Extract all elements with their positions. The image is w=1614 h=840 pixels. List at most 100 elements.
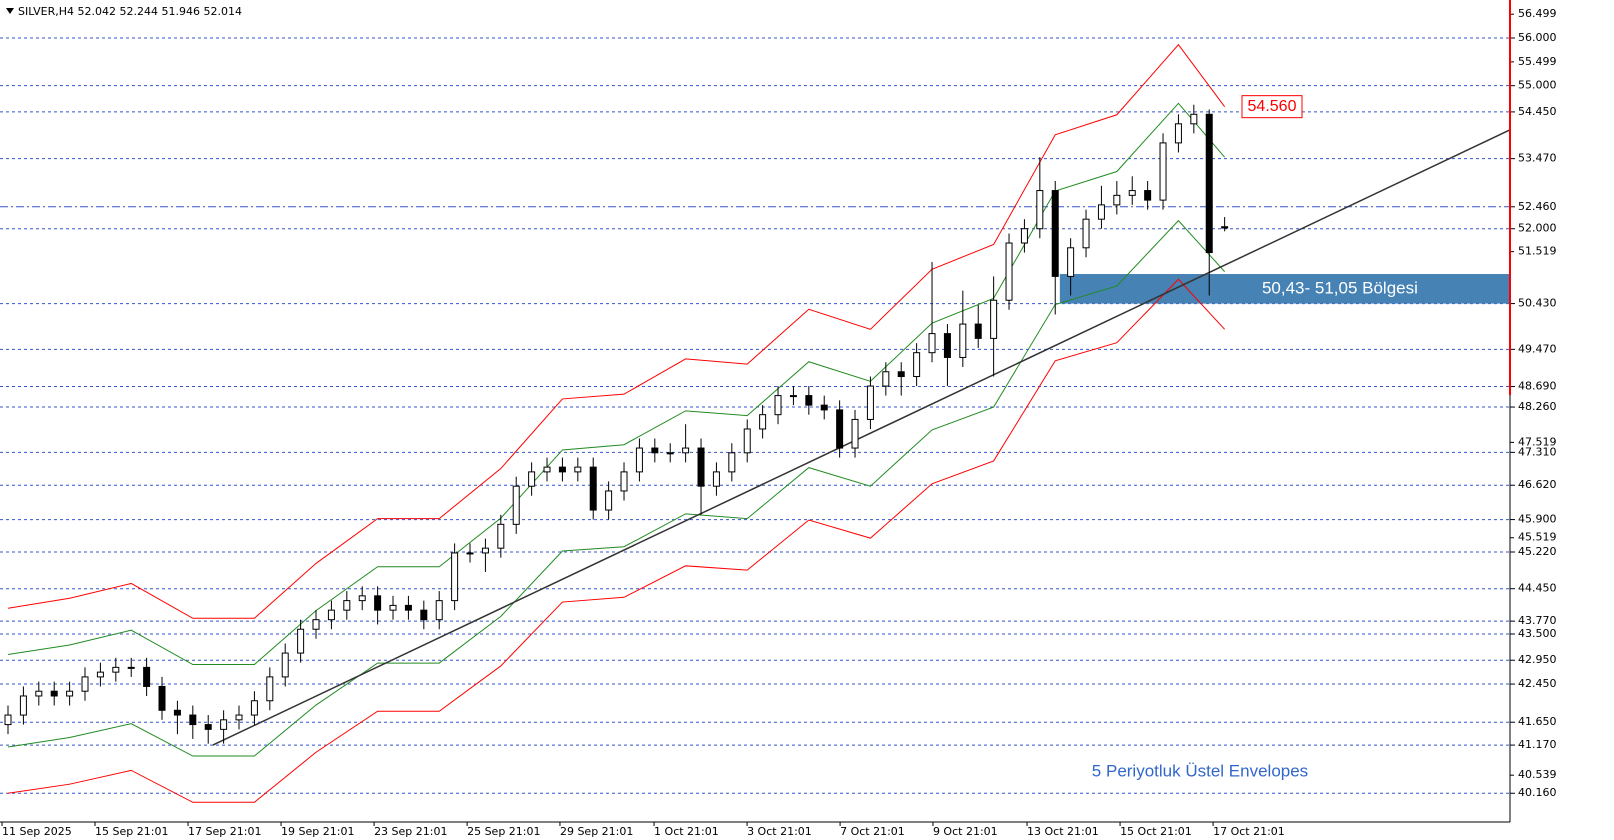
candle-body xyxy=(35,690,43,697)
candle-body xyxy=(1221,226,1229,229)
candle-body xyxy=(759,414,767,430)
candle-body xyxy=(512,485,520,525)
candle-body xyxy=(189,714,197,726)
level-label: 49.470 xyxy=(1518,342,1557,355)
x-tick-label: 3 Oct 21:01 xyxy=(747,825,812,838)
candle-body xyxy=(250,700,258,716)
candle-body xyxy=(281,652,289,678)
envelope-line xyxy=(7,43,1226,619)
candle-body xyxy=(1005,242,1013,301)
level-label: 42.950 xyxy=(1518,653,1557,666)
candle-body xyxy=(1205,113,1213,254)
candle-body xyxy=(1067,247,1075,277)
candle-body xyxy=(974,323,982,339)
x-tick-label: 29 Sep 21:01 xyxy=(560,825,633,838)
candle-body xyxy=(543,466,551,473)
candle-body xyxy=(497,523,505,549)
level-label: 56.000 xyxy=(1518,31,1557,44)
candle-body xyxy=(312,619,320,630)
candle-body xyxy=(4,714,12,726)
candle-body xyxy=(1020,228,1028,244)
candle-body xyxy=(558,466,566,473)
level-label: 43.500 xyxy=(1518,627,1557,640)
candle-body xyxy=(66,690,74,697)
candle-body xyxy=(743,428,751,454)
y-tick-label: 55.499 xyxy=(1518,55,1557,68)
candle-body xyxy=(112,666,120,673)
candle-body xyxy=(420,609,428,621)
candle-body xyxy=(158,685,166,711)
x-tick-label: 15 Oct 21:01 xyxy=(1120,825,1192,838)
candle-body xyxy=(1082,218,1090,249)
level-label: 54.450 xyxy=(1518,105,1557,118)
candle-body xyxy=(1159,142,1167,201)
candle-body xyxy=(928,333,936,354)
candle-body xyxy=(589,466,597,511)
x-tick-label: 15 Sep 21:01 xyxy=(95,825,168,838)
candle-body xyxy=(635,447,643,473)
candle-body xyxy=(327,609,335,621)
candle-body xyxy=(451,552,459,602)
envelope-line xyxy=(7,219,1226,757)
level-label: 55.000 xyxy=(1518,79,1557,92)
candle-body xyxy=(1128,190,1136,196)
envelope-line xyxy=(7,102,1226,666)
candle-body xyxy=(435,600,443,621)
level-label: 45.900 xyxy=(1518,513,1557,526)
candle-body xyxy=(805,395,813,406)
candle-body xyxy=(374,595,382,611)
candle-body xyxy=(666,452,674,455)
candle-body xyxy=(127,666,135,669)
candle-body xyxy=(143,666,151,687)
price-label-box xyxy=(1241,95,1303,119)
candle-body xyxy=(466,552,474,555)
candle-body xyxy=(789,395,797,398)
price-label: 54.560 xyxy=(1248,98,1297,115)
candle-body xyxy=(481,547,489,554)
y-tick-label: 51.519 xyxy=(1518,245,1557,258)
candle-body xyxy=(882,371,890,387)
y-tick-label: 40.539 xyxy=(1518,768,1557,781)
x-tick-label: 13 Oct 21:01 xyxy=(1027,825,1099,838)
candle-body xyxy=(220,719,228,730)
x-tick-label: 7 Oct 21:01 xyxy=(840,825,905,838)
level-label: 42.450 xyxy=(1518,677,1557,690)
candle-body xyxy=(651,447,659,454)
candle-body xyxy=(866,385,874,420)
candle-body xyxy=(820,404,828,411)
candle-body xyxy=(682,447,690,454)
y-tick-label: 47.519 xyxy=(1518,435,1557,448)
candle-body xyxy=(620,471,628,492)
candle-body xyxy=(266,676,274,702)
level-label: 47.310 xyxy=(1518,445,1557,458)
x-tick-label: 17 Sep 21:01 xyxy=(188,825,261,838)
candle-body xyxy=(605,490,613,511)
level-label: 52.000 xyxy=(1518,222,1557,235)
candle-body xyxy=(173,709,181,716)
level-label: 41.170 xyxy=(1518,738,1557,751)
x-tick-label: 9 Oct 21:01 xyxy=(933,825,998,838)
candle-body xyxy=(1174,123,1182,144)
trendline xyxy=(212,129,1510,746)
candle-body xyxy=(1144,190,1152,201)
x-tick-label: 23 Sep 21:01 xyxy=(374,825,447,838)
candle-body xyxy=(1051,190,1059,277)
candle-body xyxy=(404,604,412,611)
candle-body xyxy=(1113,194,1121,206)
x-tick-label: 17 Oct 21:01 xyxy=(1213,825,1285,838)
level-label: 52.460 xyxy=(1518,200,1557,213)
candle-body xyxy=(897,371,905,378)
level-label: 48.260 xyxy=(1518,400,1557,413)
candle-body xyxy=(574,466,582,473)
x-tick-label: 19 Sep 21:01 xyxy=(281,825,354,838)
candle-body xyxy=(728,452,736,473)
candle-body xyxy=(204,724,212,730)
candle-body xyxy=(358,595,366,602)
candle-body xyxy=(943,333,951,358)
candle-body xyxy=(959,323,967,358)
note: 5 Periyotluk Üstel Envelopes xyxy=(1092,761,1308,780)
level-label: 45.220 xyxy=(1518,545,1557,558)
level-label: 40.160 xyxy=(1518,786,1557,799)
